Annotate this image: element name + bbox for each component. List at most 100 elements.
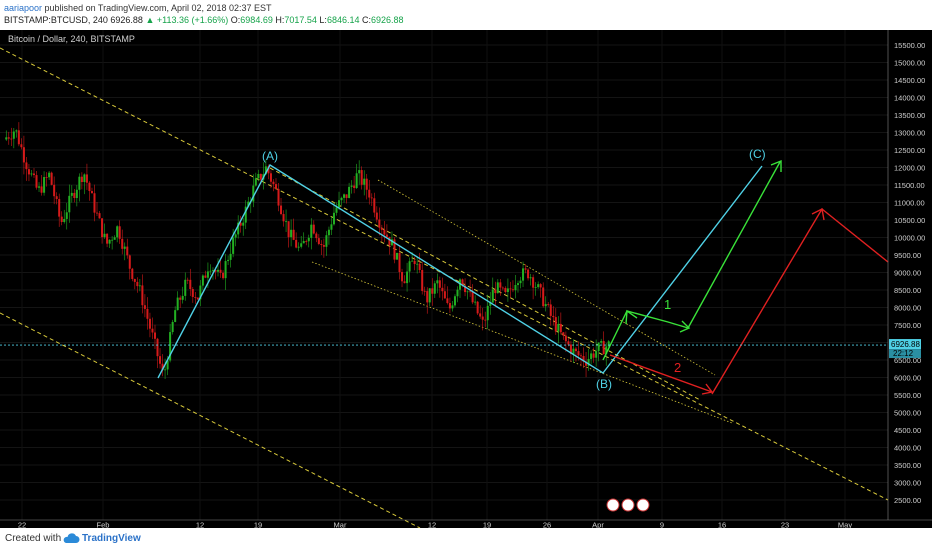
candle-body [373,198,376,213]
candle-body [479,313,482,317]
candle-body [448,303,451,309]
y-tick-label: 13000.00 [894,129,925,138]
candle-body [264,166,267,175]
candle-body [45,177,48,178]
candle-body [509,288,512,290]
candle-body [96,212,99,214]
candle-body [247,201,250,207]
candle-body [30,173,33,175]
price-chart[interactable]: 22 Feb 12 19 Mar 12 19 26 Apr 9 16 23 May 15500.0015… [0,30,932,529]
candle-body [343,194,346,198]
candle-body [491,289,494,303]
ohlc-line: BITSTAMP:BTCUSD, 240 6926.88 ▲ +113.36 (… [4,15,404,25]
x-tick-label: 19 [254,520,262,528]
candle-body [108,239,111,244]
candle-body [532,277,535,288]
scenario-1-label: 1 [664,297,671,312]
candle-body [58,199,61,217]
candle-body [234,234,237,238]
candle-body [403,281,406,284]
flag-us-icon[interactable] [606,498,620,512]
candle-body [393,239,396,260]
author-link[interactable]: aariapoor [4,3,43,13]
candle-body [148,318,151,329]
last-price-tag: 6926.88 [891,340,920,349]
candle-body [272,181,275,185]
candle-body [123,246,126,249]
candle-body [307,237,310,242]
candle-body [73,192,76,199]
x-tick-label: 23 [781,520,789,528]
candle-body [549,304,552,316]
up-arrow-icon: ▲ [145,15,155,25]
candle-body [259,173,262,180]
wave-c-label: (C) [749,147,766,161]
low-label: L: [319,15,327,25]
candle-body [438,280,441,288]
candle-body [605,346,608,355]
candle-body [302,241,305,244]
candle-body [385,234,388,237]
candle-body [375,212,378,220]
candle-body [222,272,225,279]
candle-body [267,166,270,174]
candle-body [189,279,192,290]
candle-body [141,285,144,306]
y-tick-label: 14500.00 [894,76,925,85]
candle-body [277,188,280,206]
footer: Created with TradingView [0,528,932,550]
event-flags[interactable] [606,498,650,512]
candle-body [128,255,131,269]
candle-body [350,185,353,187]
candle-body [559,323,562,333]
candle-body [254,178,257,186]
candle-body [335,207,338,213]
candle-body [297,246,300,248]
wave-b-label: (B) [596,377,612,391]
candle-body [186,279,189,281]
y-tick-label: 15000.00 [894,59,925,68]
candle-body [161,363,164,371]
candle-body [101,218,104,238]
candle-body [355,173,358,188]
candle-body [143,305,146,309]
tradingview-brand[interactable]: TradingView [82,533,141,544]
candle-body [446,298,449,304]
candle-body [534,287,537,288]
candle-body [370,197,373,199]
x-tick-label: 9 [660,520,664,528]
candle-body [501,287,504,289]
candle-body [469,291,472,293]
candle-body [15,130,18,132]
candle-body [345,194,348,198]
candle-body [504,287,507,293]
drawings [157,159,889,395]
candle-body [496,282,499,294]
y-tick-label: 7500.00 [894,321,921,330]
candle-body [68,195,71,213]
candle-body [237,222,240,235]
y-tick-label: 8000.00 [894,304,921,313]
candle-body [511,289,514,291]
candle-body [325,235,328,247]
candle-body [595,351,598,358]
candle-body [527,269,530,279]
x-axis: 22 Feb 12 19 Mar 12 19 26 Apr 9 16 23 May [0,519,932,529]
candle-body [451,305,454,309]
candle-body [176,297,179,311]
created-with-text: Created with [5,533,62,544]
candle-body [10,138,13,140]
candle-body [98,213,101,219]
flag-eu-icon[interactable] [636,498,650,512]
candle-body [32,173,35,176]
y-tick-label: 4000.00 [894,444,921,453]
flag-uk-icon[interactable] [621,498,635,512]
candle-body [80,176,83,183]
candle-body [562,332,565,336]
green-arrowhead-1 [625,309,638,325]
candle-body [22,147,25,163]
candle-body [327,229,330,236]
candle-body [506,288,509,293]
candle-body [53,184,56,197]
chart-area[interactable]: 22 Feb 12 19 Mar 12 19 26 Apr 9 16 23 May 15500.00 15… [0,30,932,529]
